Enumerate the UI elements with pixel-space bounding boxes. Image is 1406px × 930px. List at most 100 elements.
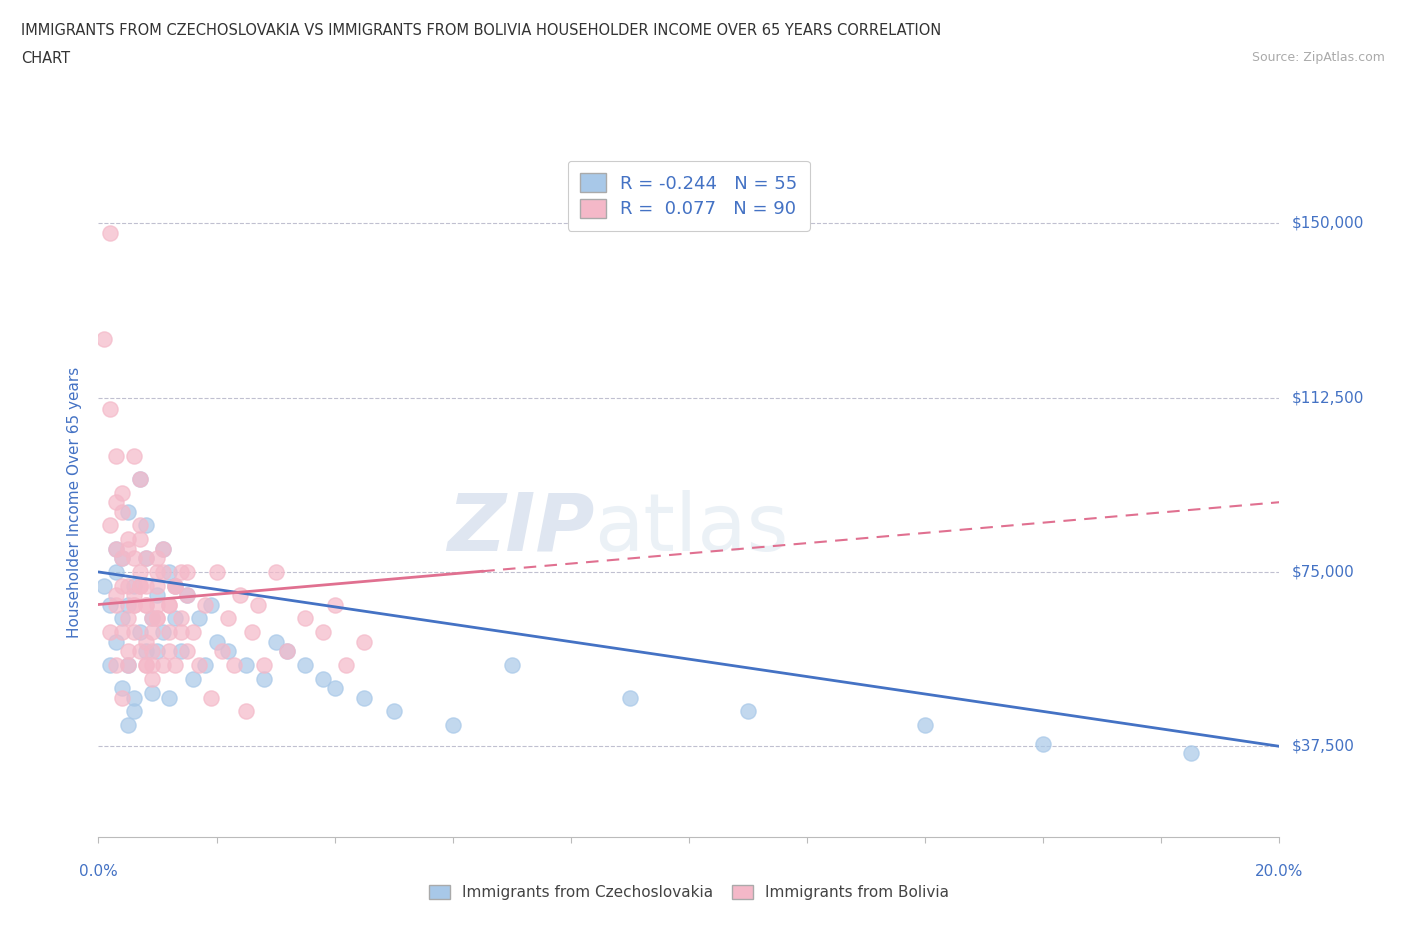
Point (165, 658, 187, 672)
Point (181, 671, 204, 686)
Point (157, 597, 180, 612)
Point (122, 690, 145, 705)
Point (117, 658, 139, 672)
Point (146, 578, 169, 593)
Point (122, 588, 145, 603)
Point (165, 578, 187, 593)
Point (105, 541, 128, 556)
Point (235, 704, 257, 719)
Point (152, 541, 174, 556)
Text: 20.0%: 20.0% (1256, 864, 1303, 879)
Point (105, 634, 128, 649)
Point (264, 565, 287, 579)
Point (122, 597, 145, 612)
Point (117, 532, 139, 547)
Point (170, 644, 193, 658)
Point (146, 597, 169, 612)
Point (141, 611, 163, 626)
Point (105, 658, 128, 672)
Point (253, 658, 276, 672)
Point (111, 578, 134, 593)
Point (135, 658, 157, 672)
Point (146, 588, 169, 603)
Point (146, 611, 169, 626)
Point (323, 597, 346, 612)
Point (98, 597, 121, 612)
Point (128, 578, 150, 593)
Point (165, 578, 187, 593)
Point (176, 588, 198, 603)
Point (194, 658, 217, 672)
Point (441, 718, 464, 733)
Point (93, 578, 115, 593)
Text: $150,000: $150,000 (1291, 216, 1364, 231)
Text: 0.0%: 0.0% (79, 864, 118, 879)
Point (111, 681, 134, 696)
Point (194, 597, 217, 612)
Point (157, 565, 180, 579)
Point (914, 718, 936, 733)
Point (122, 625, 145, 640)
Text: CHART: CHART (21, 51, 70, 66)
Legend: Immigrants from Czechoslovakia, Immigrants from Bolivia: Immigrants from Czechoslovakia, Immigran… (422, 879, 956, 907)
Text: atlas: atlas (595, 490, 789, 568)
Point (170, 625, 193, 640)
Point (135, 597, 157, 612)
Point (146, 551, 169, 565)
Point (117, 644, 139, 658)
Point (165, 578, 187, 593)
Point (1032, 737, 1054, 751)
Point (353, 634, 375, 649)
Point (135, 597, 157, 612)
Point (128, 518, 150, 533)
Point (111, 625, 134, 640)
Point (146, 611, 169, 626)
Point (117, 611, 139, 626)
Point (135, 518, 157, 533)
Point (323, 681, 346, 696)
Point (111, 690, 134, 705)
Point (105, 565, 128, 579)
Point (105, 588, 128, 603)
Point (141, 658, 163, 672)
Point (211, 644, 233, 658)
Point (117, 718, 139, 733)
Point (501, 658, 523, 672)
Point (141, 671, 163, 686)
Point (128, 472, 150, 486)
Point (98, 402, 121, 417)
Point (122, 448, 145, 463)
Point (200, 690, 222, 705)
Point (235, 658, 257, 672)
Point (276, 644, 298, 658)
Text: $37,500: $37,500 (1291, 738, 1354, 754)
Point (1180, 746, 1202, 761)
Point (181, 625, 204, 640)
Text: Source: ZipAtlas.com: Source: ZipAtlas.com (1251, 51, 1385, 64)
Point (117, 541, 139, 556)
Text: ZIP: ZIP (447, 490, 595, 568)
Point (176, 565, 198, 579)
Point (382, 704, 405, 719)
Text: IMMIGRANTS FROM CZECHOSLOVAKIA VS IMMIGRANTS FROM BOLIVIA HOUSEHOLDER INCOME OVE: IMMIGRANTS FROM CZECHOSLOVAKIA VS IMMIGR… (21, 23, 942, 38)
Point (353, 690, 375, 705)
Point (224, 658, 246, 672)
Point (135, 551, 157, 565)
Point (111, 551, 134, 565)
Point (176, 588, 198, 603)
Point (312, 671, 335, 686)
Point (157, 690, 180, 705)
Point (117, 504, 139, 519)
Point (146, 644, 169, 658)
Point (128, 644, 150, 658)
Point (128, 532, 150, 547)
Point (229, 588, 252, 603)
Point (141, 644, 163, 658)
Point (111, 551, 134, 565)
Point (312, 625, 335, 640)
Point (105, 597, 128, 612)
Point (152, 565, 174, 579)
Point (294, 611, 316, 626)
Point (217, 611, 239, 626)
Point (170, 611, 193, 626)
